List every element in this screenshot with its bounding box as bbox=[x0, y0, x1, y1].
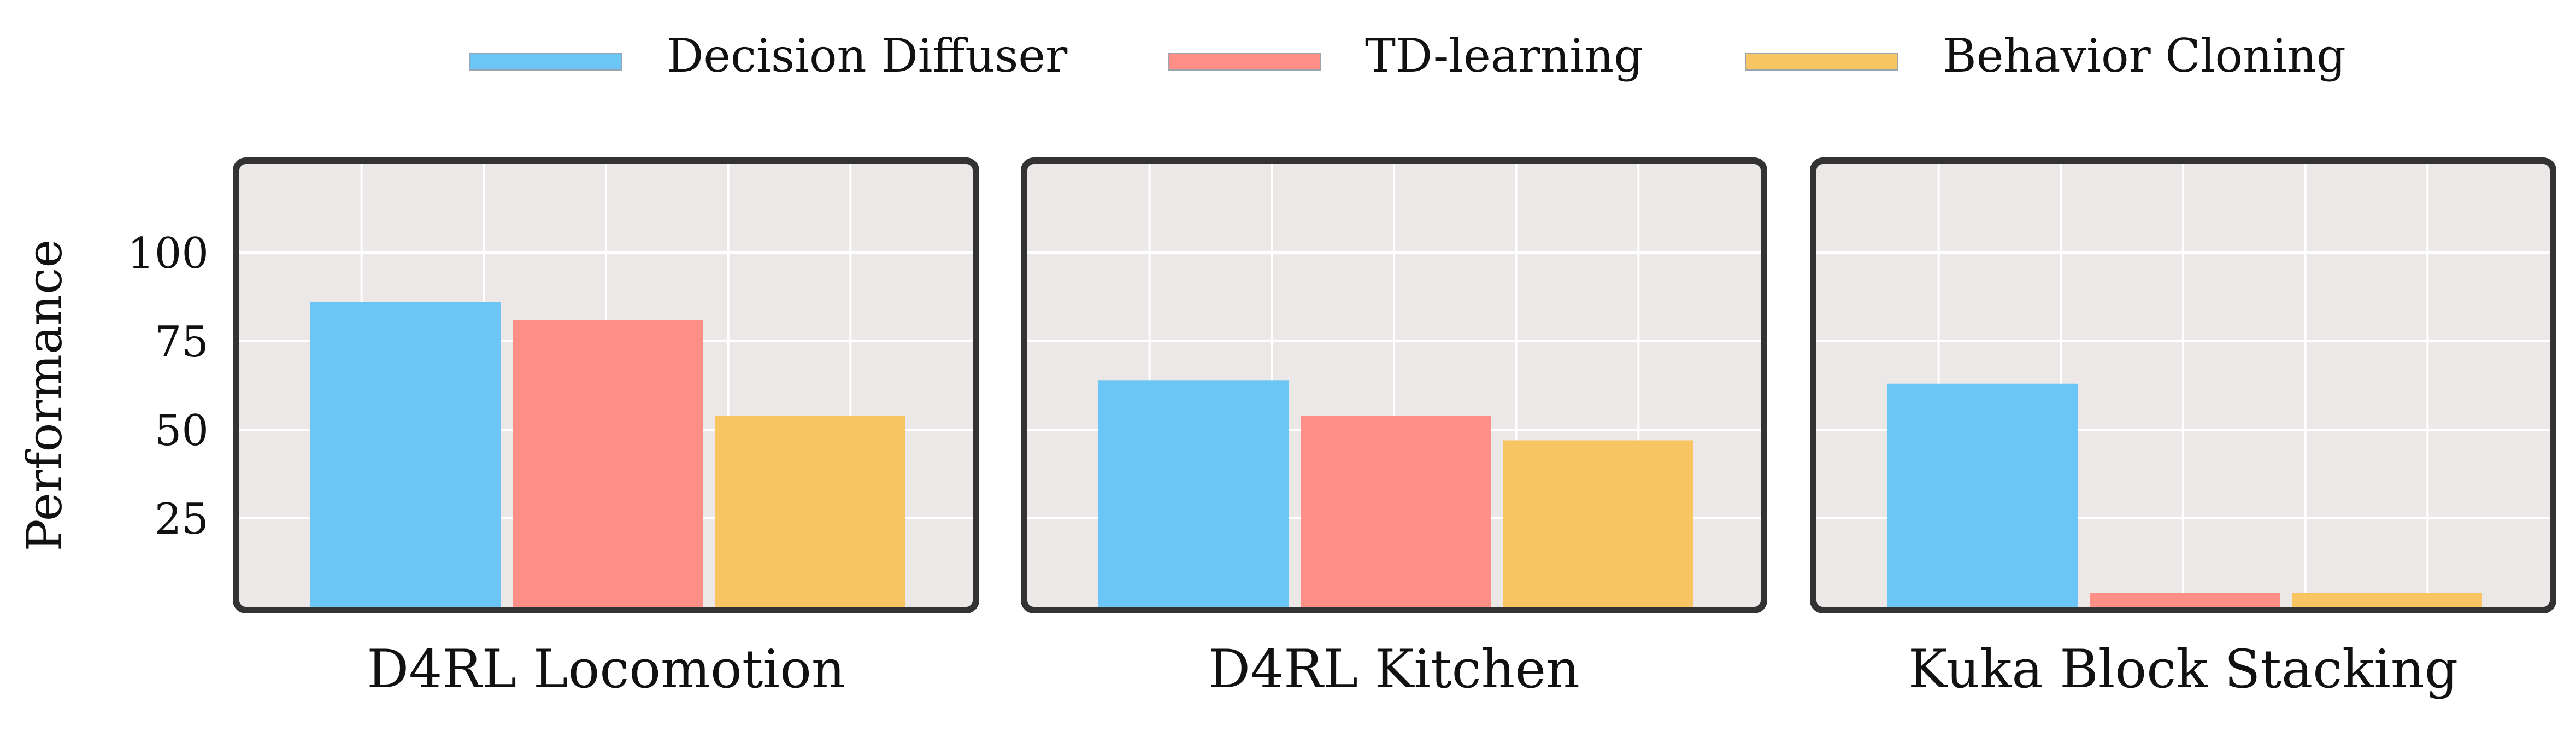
panel: D4RL Locomotion bbox=[233, 157, 979, 700]
bar bbox=[2292, 593, 2482, 607]
y-axis-ticks: 25 50 75 100 bbox=[127, 229, 209, 544]
legend-swatch bbox=[469, 53, 622, 71]
panel-title: D4RL Locomotion bbox=[367, 639, 845, 700]
legend-label: Decision Diffuser bbox=[667, 29, 1068, 83]
bar bbox=[715, 416, 905, 607]
bar bbox=[1887, 383, 2078, 607]
bar bbox=[1301, 416, 1491, 607]
legend-label: TD-learning bbox=[1365, 29, 1643, 83]
panels: D4RL Locomotion D4RL Kitchen Kuka Block St… bbox=[233, 157, 2556, 700]
y-tick-label: 75 bbox=[155, 318, 209, 367]
bar bbox=[310, 302, 501, 607]
y-tick-label: 100 bbox=[127, 229, 209, 278]
y-axis-label: Performance bbox=[16, 239, 73, 552]
legend-label: Behavior Cloning bbox=[1943, 29, 2346, 83]
y-tick-label: 25 bbox=[155, 495, 209, 544]
bar bbox=[1503, 440, 1693, 607]
panel-title: Kuka Block Stacking bbox=[1908, 639, 2458, 700]
panel: D4RL Kitchen bbox=[1021, 157, 1767, 700]
legend: Decision Diffuser TD-learning Behavior Clo… bbox=[469, 29, 2346, 83]
bar bbox=[1098, 380, 1289, 607]
bar bbox=[2090, 593, 2280, 607]
legend-swatch bbox=[1745, 53, 1898, 71]
bar bbox=[513, 320, 703, 607]
panel-title: D4RL Kitchen bbox=[1208, 639, 1580, 700]
legend-swatch bbox=[1168, 53, 1321, 71]
y-tick-label: 50 bbox=[155, 406, 209, 455]
panel: Kuka Block Stacking bbox=[1810, 157, 2556, 700]
